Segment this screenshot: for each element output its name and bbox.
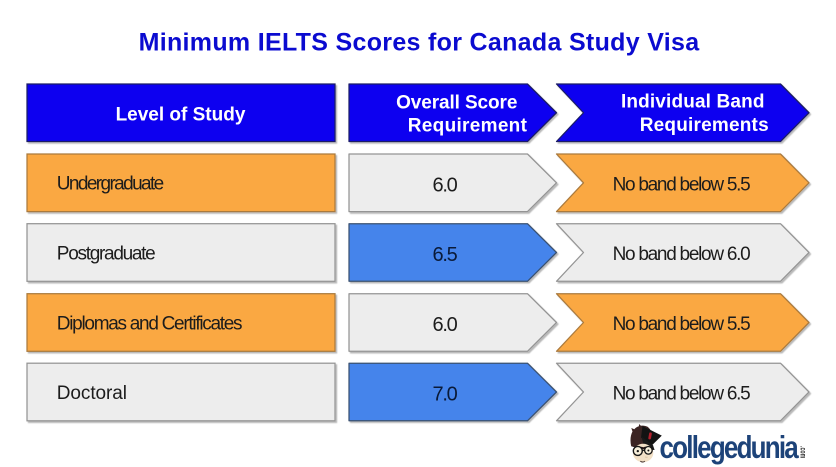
svg-text:No band below 6.5: No band below 6.5 — [613, 384, 751, 405]
svg-text:6.0: 6.0 — [433, 314, 458, 336]
svg-text:Doctoral: Doctoral — [57, 383, 127, 404]
svg-text:Level of Study: Level of Study — [116, 105, 246, 126]
svg-text:6.0: 6.0 — [433, 174, 458, 196]
svg-text:7.0: 7.0 — [433, 384, 458, 406]
svg-text:No band below 6.0: No band below 6.0 — [613, 244, 751, 265]
svg-text:No band below 5.5: No band below 5.5 — [613, 174, 751, 195]
svg-text:Overall Score: Overall Score — [396, 92, 517, 113]
svg-text:collegedunia: collegedunia — [660, 431, 800, 466]
svg-text:Minimum IELTS Scores for Canad: Minimum IELTS Scores for Canada Study Vi… — [139, 28, 701, 56]
svg-text:Postgraduate: Postgraduate — [57, 243, 155, 264]
svg-text:6.5: 6.5 — [433, 244, 458, 266]
svg-text:Requirements: Requirements — [640, 115, 769, 136]
svg-text:Requirement: Requirement — [408, 115, 528, 136]
svg-text:Individual Band: Individual Band — [621, 91, 765, 112]
svg-text:.com: .com — [798, 446, 806, 458]
svg-text:No band below 5.5: No band below 5.5 — [613, 314, 751, 335]
svg-text:Undergraduate: Undergraduate — [57, 174, 164, 195]
svg-text:Diplomas and Certificates: Diplomas and Certificates — [57, 313, 242, 334]
